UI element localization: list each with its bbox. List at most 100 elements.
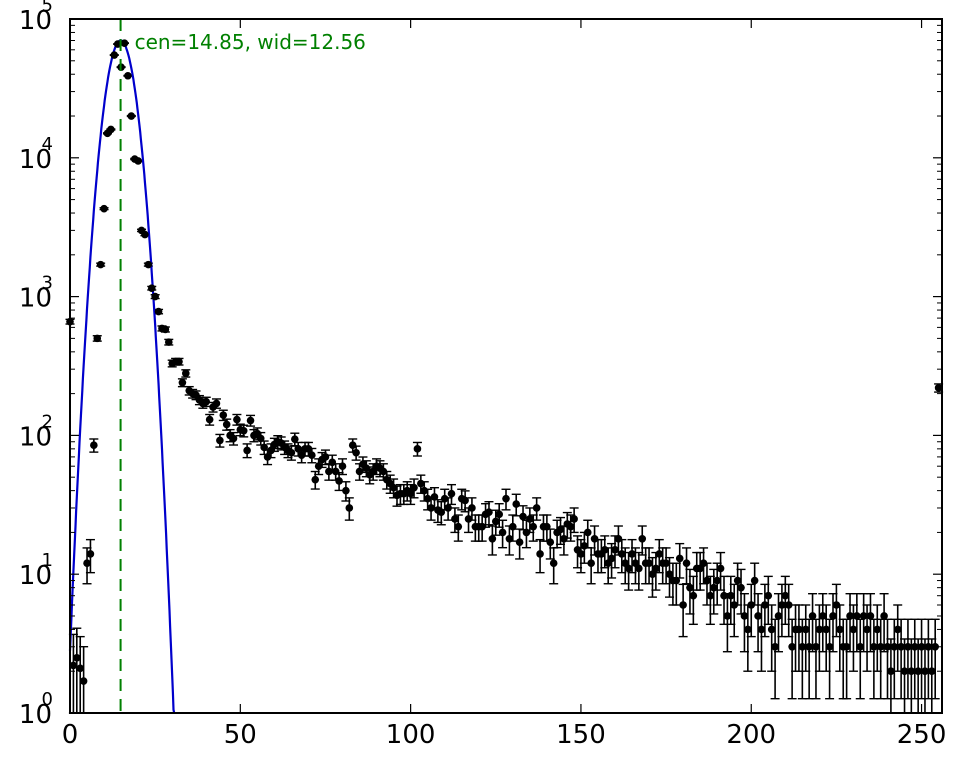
x-tick-label: 150 [556, 720, 606, 750]
data-point [815, 625, 824, 634]
data-point [927, 667, 936, 676]
data-point [437, 508, 446, 516]
x-tick-label: 200 [726, 720, 776, 750]
y-tick-base: 10 [19, 145, 52, 175]
tick-layer [69, 18, 942, 714]
data-point [161, 325, 170, 334]
x-tick-label: 0 [62, 720, 79, 750]
data-point [689, 591, 698, 600]
data-point [788, 642, 796, 651]
data-point [267, 446, 275, 455]
data-point [825, 642, 834, 651]
data-point [495, 510, 503, 519]
data-point [147, 284, 156, 292]
data-point [430, 493, 439, 501]
data-point [233, 415, 241, 424]
data-point [795, 625, 803, 634]
data-point [532, 504, 541, 512]
data-point [260, 443, 268, 452]
data-point [549, 559, 558, 568]
data-point [345, 504, 354, 512]
data-point [618, 550, 626, 558]
data-points-layer [66, 39, 943, 685]
data-point [931, 642, 939, 651]
y-tick-base: 10 [19, 561, 52, 591]
y-tick-base: 10 [19, 700, 52, 730]
data-point [730, 601, 739, 609]
data-point [212, 399, 221, 408]
data-point [519, 512, 527, 521]
data-point [818, 612, 827, 620]
y-tick-base: 10 [19, 6, 52, 36]
data-point [124, 71, 132, 80]
data-point [355, 467, 364, 476]
data-point [624, 564, 633, 573]
data-point [887, 667, 895, 676]
data-point [709, 583, 718, 592]
data-point [733, 576, 742, 585]
data-point [720, 591, 728, 600]
data-point [829, 612, 837, 620]
data-point [805, 642, 813, 651]
data-point [175, 357, 183, 366]
data-point [451, 515, 459, 523]
data-point [311, 475, 320, 484]
data-point [515, 538, 524, 547]
data-point [706, 591, 715, 600]
data-point [154, 307, 163, 316]
y-tick-exponent: 3 [42, 273, 53, 294]
data-point [342, 486, 350, 495]
data-point [910, 642, 919, 651]
data-point [590, 534, 599, 543]
data-point [808, 612, 817, 620]
data-point [546, 538, 555, 547]
data-point [778, 601, 786, 609]
data-point [461, 496, 469, 505]
fit-curve-layer [68, 39, 176, 714]
data-point [560, 534, 568, 543]
data-point [485, 508, 493, 516]
data-point [468, 504, 476, 512]
data-point [526, 515, 534, 523]
data-point [127, 112, 136, 120]
data-point [655, 550, 664, 558]
data-point [665, 570, 674, 578]
data-point [890, 642, 899, 651]
data-point [740, 612, 749, 620]
data-point [536, 550, 544, 558]
data-point [611, 545, 619, 554]
data-point [543, 522, 551, 531]
data-point [110, 51, 119, 59]
data-point [917, 642, 926, 651]
data-point [100, 204, 108, 213]
data-point [556, 525, 565, 534]
data-point [744, 625, 752, 634]
data-point [645, 559, 653, 568]
data-point [675, 554, 684, 563]
data-point [141, 230, 149, 239]
data-point [672, 576, 681, 585]
data-point [856, 642, 865, 651]
data-point [76, 664, 85, 673]
data-point [893, 625, 902, 634]
data-point [577, 550, 585, 558]
data-point [747, 601, 756, 609]
data-point [509, 522, 517, 531]
data-point [614, 534, 623, 543]
data-point [440, 494, 449, 503]
data-point [219, 411, 228, 419]
data-point [314, 462, 323, 470]
data-point [164, 338, 173, 346]
data-point [907, 667, 916, 676]
data-point [635, 564, 643, 573]
data-point [502, 494, 510, 503]
data-point [883, 642, 892, 651]
data-point [454, 522, 463, 531]
data-point [410, 483, 418, 492]
data-point [713, 576, 721, 585]
data-point [812, 642, 820, 651]
data-point [781, 591, 790, 600]
y-tick-exponent: 2 [42, 411, 53, 432]
data-point [757, 625, 766, 634]
